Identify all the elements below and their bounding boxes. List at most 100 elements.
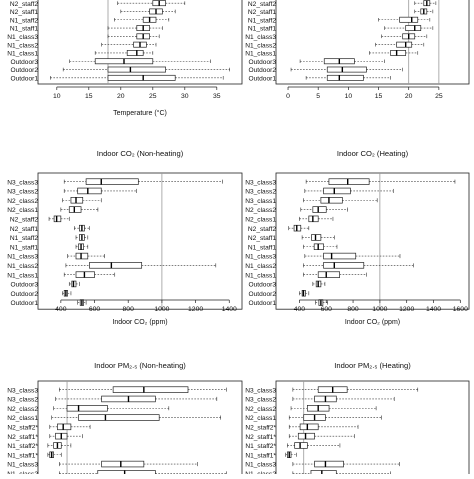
x-axis-label: Temperature (°C) <box>113 109 167 117</box>
category-label: N1_staff1 <box>10 244 38 251</box>
category-label: Outdoor2 <box>11 291 39 298</box>
category-label: Outdoor2 <box>249 291 277 298</box>
box-N3_class3 <box>59 386 227 393</box>
category-label: Outdoor1 <box>249 75 277 82</box>
category-label: N3_class1 <box>245 198 276 205</box>
box-N2_staff1 <box>120 8 176 15</box>
box-N3_class2 <box>292 395 395 403</box>
category-label: N1_class2 <box>245 42 276 49</box>
x-tick-label: 20 <box>405 93 413 100</box>
chart-title: Indoor PM₂.₅ (Non-heating) <box>94 361 186 370</box>
box-N2_staff1 <box>301 234 335 241</box>
box-N3_class2 <box>55 395 218 403</box>
category-label: Outdoor1 <box>249 300 277 307</box>
box-iqr <box>326 74 364 81</box>
box-N2_staff2* <box>49 423 91 431</box>
category-label: N1_staff1 <box>248 244 276 251</box>
box-iqr <box>326 66 367 73</box>
category-label: N3_class3 <box>245 179 276 186</box>
box-N1_class1 <box>63 271 116 278</box>
box-iqr <box>399 16 419 23</box>
box-N1_class1 <box>303 271 367 278</box>
box-N1_staff1 <box>384 25 434 31</box>
box-iqr <box>314 460 344 468</box>
chart-panel-1: N2_staff2N2_staff1N1_staff2N1_staff1N1_c… <box>7 0 243 117</box>
category-label: N1_staff2* <box>7 443 38 450</box>
category-label: Outdoor1 <box>11 300 39 307</box>
box-iqr <box>323 252 357 260</box>
category-label: N3_class2 <box>7 189 38 196</box>
chart-panel-2: N2_staff2N2_staff1N1_staff2N1_staff1N1_c… <box>245 0 470 100</box>
box-iqr <box>390 50 407 56</box>
x-tick-label: 1400 <box>426 306 441 313</box>
box-N2_class2 <box>290 405 377 412</box>
x-tick-label: 800 <box>123 306 135 313</box>
category-label: N1_class1 <box>245 51 276 58</box>
box-N3_class2 <box>304 187 394 195</box>
box-N1_class3 <box>381 33 428 40</box>
category-label: N2_staff2 <box>10 216 38 223</box>
box-N2_staff1* <box>288 432 355 440</box>
category-label: N1_class1 <box>7 51 38 58</box>
box-N2_staff2 <box>48 215 70 223</box>
category-label: N2_class1 <box>7 415 38 422</box>
x-tick-label: 1200 <box>188 306 203 313</box>
box-iqr <box>320 197 343 204</box>
x-tick-label: 1400 <box>222 306 237 313</box>
category-label: N1_class1 <box>7 272 38 279</box>
box-N1_class3 <box>292 460 400 468</box>
box-N3_class3 <box>305 178 456 185</box>
category-label: N1_staff2 <box>10 235 38 242</box>
category-label: N3_class2 <box>7 397 38 404</box>
box-iqr <box>112 386 189 393</box>
category-label: Outdoor3 <box>249 282 277 289</box>
category-label: N2_class1 <box>245 415 276 422</box>
x-tick-label: 15 <box>375 93 383 100</box>
box-Outdoor1 <box>315 299 328 306</box>
category-label: N1_class3 <box>7 34 38 41</box>
box-N1_class2 <box>303 262 414 269</box>
category-label: N2_class2 <box>245 406 276 413</box>
box-N1_class2 <box>292 470 391 477</box>
category-label: N1_staff1* <box>245 452 276 459</box>
box-Outdoor2 <box>62 290 72 297</box>
box-N2_class2 <box>62 197 102 204</box>
category-label: N2_staff1* <box>245 434 276 441</box>
category-label: N2_staff2 <box>248 1 276 8</box>
chart-panel-5: Indoor PM₂.₅ (Non-heating) N3_class3 N3_cl… <box>7 361 243 479</box>
category-label: Outdoor3 <box>11 59 39 66</box>
box-iqr <box>78 414 160 421</box>
category-label: N1_staff2 <box>10 17 38 24</box>
box-N1_staff1 <box>75 243 89 250</box>
category-label: N1_class2 <box>7 42 38 49</box>
category-label: Outdoor1 <box>11 75 39 82</box>
chart-panel-4: Indoor CO₂ (Heating) N3_class3 N3_class2 N3… <box>245 149 470 326</box>
box-iqr <box>75 271 95 278</box>
category-label: N1_staff1 <box>248 26 276 33</box>
box-N2_staff2 <box>117 0 186 7</box>
box-Outdoor3 <box>69 58 211 65</box>
box-N1_staff1* <box>285 451 297 458</box>
x-tick-label: 25 <box>435 93 443 100</box>
box-iqr <box>66 405 108 412</box>
box-N1_staff2* <box>47 442 72 449</box>
category-label: N1_class3 <box>245 34 276 41</box>
box-iqr <box>57 423 72 431</box>
plot-frame <box>275 0 470 85</box>
category-label: N3_class3 <box>245 387 276 394</box>
plot-frame <box>37 380 243 479</box>
category-label: N2_staff1 <box>248 235 276 242</box>
category-label: N2_class2 <box>245 207 276 214</box>
category-label: N2_staff1 <box>248 9 276 16</box>
category-label: N2_class1 <box>7 207 38 214</box>
box-iqr <box>396 41 413 48</box>
box-iqr <box>405 25 422 31</box>
box-Outdoor2 <box>290 66 403 73</box>
chart-title: Indoor CO₂ (Heating) <box>337 149 409 158</box>
x-tick-label: 600 <box>321 306 333 313</box>
x-tick-label: 1600 <box>453 306 468 313</box>
x-tick-label: 400 <box>294 306 306 313</box>
box-iqr <box>317 271 341 278</box>
box-iqr <box>85 178 139 185</box>
box-N1_staff2* <box>287 442 341 449</box>
